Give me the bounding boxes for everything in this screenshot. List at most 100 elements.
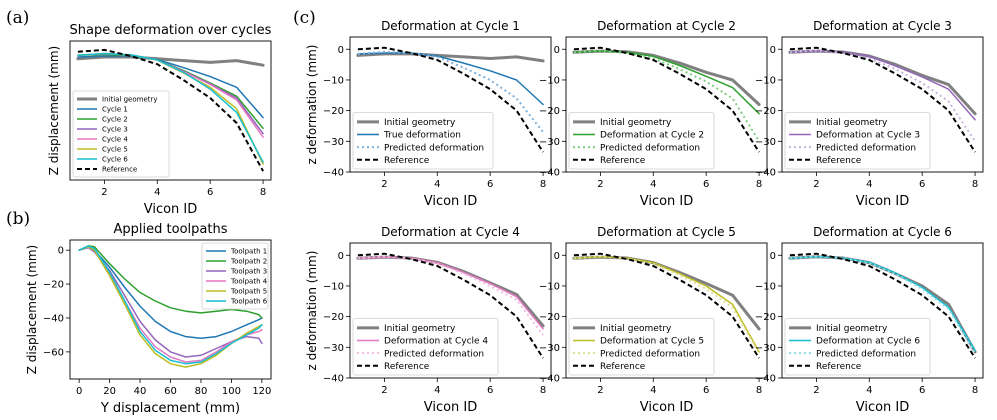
legend-entry: Reference: [816, 362, 862, 372]
series-line-3: [357, 255, 544, 336]
legend-entry: Reference: [384, 362, 430, 372]
y-tick-label: 0: [58, 246, 64, 257]
chart-c5: Deformation at Cycle 5 2 4 6 8 0 −10 −20 −30 −40 V…: [539, 225, 768, 415]
y-tick-label: −10: [539, 281, 560, 292]
legend-entry: Toolpath 3: [230, 268, 267, 276]
legend-box: [568, 318, 715, 376]
chart-c6: Deformation at Cycle 6 2 4 6 8 0 −10 −20 −30 −40 V…: [755, 225, 984, 415]
chart-c4: Deformation at Cycle 4 2 4 6 8 0 −10 −20 −30 −40 V…: [305, 225, 552, 415]
y-tick-label: −20: [323, 312, 344, 323]
legend-entry: Deformation at Cycle 5: [600, 337, 704, 347]
x-tick-label: 60: [164, 386, 177, 397]
chart-c2: Deformation at Cycle 2 2 4 6 8 0 −10 −20 −30 −40 V…: [539, 19, 768, 209]
y-tick-label: −30: [539, 137, 560, 148]
y-tick-label: 0: [554, 45, 560, 56]
x-tick-label: 2: [597, 385, 603, 396]
x-tick-label: 4: [434, 179, 440, 190]
x-tick-label: 4: [650, 385, 656, 396]
x-axis-label: Vicon ID: [856, 400, 910, 415]
series-line-2: [573, 50, 760, 115]
legend-entry: Predicted deformation: [600, 143, 700, 153]
y-tick-label: −10: [323, 281, 344, 292]
y-tick-label: −20: [43, 280, 64, 291]
y-tick-label: −40: [539, 374, 560, 385]
series-line-2: [78, 245, 263, 319]
panel-label-a: (a): [6, 8, 30, 28]
legend-entry: Predicted deformation: [384, 143, 484, 153]
x-tick-label: 2: [381, 179, 387, 190]
y-axis-label: Z displacement (mm): [47, 46, 61, 175]
legend-entry: Initial geometry: [384, 324, 456, 334]
y-tick-label: −60: [43, 347, 64, 358]
legend-box: [352, 112, 494, 170]
x-tick-label: 80: [195, 386, 208, 397]
x-tick-label: 8: [260, 187, 266, 198]
x-tick-label: 6: [207, 187, 213, 198]
y-tick-label: 0: [770, 251, 776, 262]
series-line-1: [572, 49, 761, 106]
x-tick-label: 8: [756, 385, 762, 396]
legend-entry: Toolpath 2: [230, 258, 267, 266]
legend-entry: Initial geometry: [816, 324, 888, 334]
y-tick-label: −10: [755, 75, 776, 86]
legend-entry: Toolpath 6: [230, 298, 268, 306]
legend-entry: Reference: [600, 156, 646, 166]
series-line-4: [573, 252, 760, 359]
x-tick-label: 4: [650, 179, 656, 190]
plot-frame: [69, 40, 272, 181]
legend-box: [352, 318, 499, 376]
y-tick-label: −40: [755, 374, 776, 385]
y-axis-label: Z displacement (mm): [25, 245, 39, 374]
series-line-4: [573, 46, 760, 153]
x-tick-label: 4: [434, 385, 440, 396]
legend-entry: Reference: [600, 362, 646, 372]
x-tick-label: 2: [813, 385, 819, 396]
x-tick-label: 4: [154, 187, 160, 198]
y-tick-label: −40: [323, 374, 344, 385]
chart-c3: Deformation at Cycle 3 2 4 6 8 0 −10 −20 −30 −40 V…: [755, 19, 984, 209]
x-tick-label: 2: [381, 385, 387, 396]
legend-entry: Deformation at Cycle 2: [600, 131, 704, 141]
y-tick-label: −20: [755, 106, 776, 117]
chart-title: Applied toolpaths: [114, 222, 228, 237]
series-line-3: [789, 49, 976, 142]
series-line-4: [357, 252, 544, 359]
x-axis-label: Vicon ID: [640, 194, 694, 209]
legend-entry: Initial geometry: [816, 118, 888, 128]
chart-title: Deformation at Cycle 1: [381, 19, 520, 33]
plot-frame: [565, 242, 768, 379]
series-line-1: [356, 52, 545, 63]
chart-a: Shape deformation over cycles 2 4 6 8 Vicon I…: [47, 23, 272, 217]
legend-entry: True deformation: [383, 131, 461, 141]
series-line-3: [789, 255, 976, 355]
series-line-2: [357, 52, 544, 106]
y-axis-label: z deformation (mm): [305, 251, 319, 371]
y-tick-label: −30: [755, 137, 776, 148]
x-tick-label: 6: [703, 179, 709, 190]
x-tick-label: 100: [222, 386, 241, 397]
y-tick-label: 0: [770, 45, 776, 56]
plot-frame: [349, 36, 552, 173]
legend: Toolpath 1 Toolpath 2 Toolpath 3 Toolpath 4…: [201, 242, 269, 310]
y-tick-label: −40: [43, 313, 64, 324]
legend-entry: Reference: [384, 156, 430, 166]
series-line-4: [789, 46, 976, 153]
series-line-4: [357, 46, 544, 153]
series-line-3: [573, 49, 760, 142]
legend-entry: Deformation at Cycle 6: [816, 337, 920, 347]
legend-entry: Toolpath 5: [230, 288, 267, 296]
series-line-3: [573, 255, 760, 354]
y-axis-label: z deformation (mm): [305, 45, 319, 165]
legend: Initial geometry True deformation Predicte…: [352, 112, 494, 170]
chart-title: Deformation at Cycle 3: [813, 19, 952, 33]
x-axis-label: Vicon ID: [144, 202, 198, 217]
y-tick-label: −40: [539, 168, 560, 179]
x-tick-label: 2: [101, 187, 107, 198]
plot-frame: [565, 36, 768, 173]
legend-entry: Predicted deformation: [816, 349, 916, 359]
series-line-3: [357, 50, 544, 133]
chart-b: Applied toolpaths 0 20 40 60 80 100 120 0 −20 −40 −…: [25, 222, 272, 416]
series-line-7: [77, 52, 264, 163]
panel-label-c: (c): [293, 8, 316, 28]
y-tick-label: −40: [755, 168, 776, 179]
